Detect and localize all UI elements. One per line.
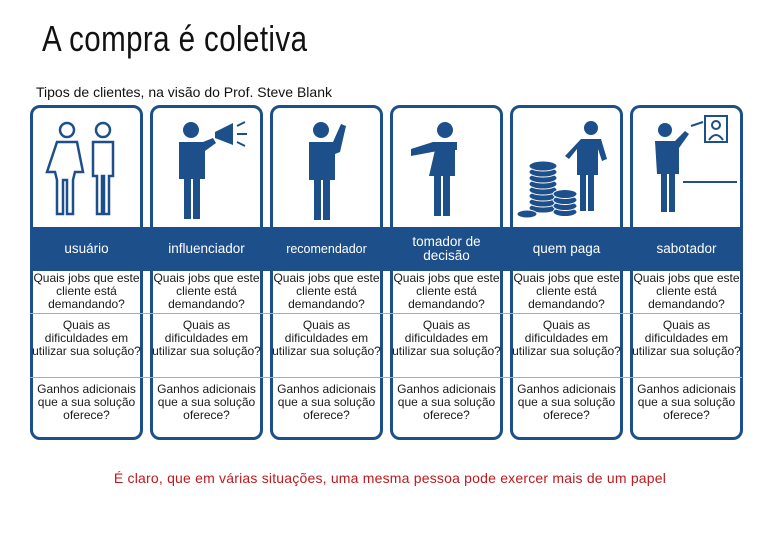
question-gains: Ganhos adicionais que a sua solução ofer… — [397, 382, 496, 422]
role-label: influenciador — [168, 241, 245, 256]
card-frame — [390, 105, 503, 440]
dart-thrower-icon — [633, 108, 740, 226]
coins-person-icon — [513, 108, 620, 226]
page-subtitle: Tipos de clientes, na visão do Prof. Ste… — [36, 84, 332, 100]
role-card-influenciador: Quais jobs que este cliente está demanda… — [150, 105, 263, 440]
role-label: tomador de decisão — [412, 234, 481, 263]
question-difficulties: Quais as dificuldades em utilizar sua so… — [152, 318, 261, 358]
pointing-up-person-icon — [273, 108, 380, 226]
pointing-person-icon — [393, 108, 500, 226]
role-card-sabotador: Quais jobs que este cliente está demanda… — [630, 105, 743, 440]
role-card-usuario: Quais jobs que este cliente está demanda… — [30, 105, 143, 440]
question-gains: Ganhos adicionais que a sua solução ofer… — [157, 382, 256, 422]
role-label: usuário — [64, 241, 109, 256]
question-jobs: Quais jobs que este cliente está demanda… — [393, 271, 500, 311]
card-frame — [510, 105, 623, 440]
card-frame — [30, 105, 143, 440]
role-card-recomendador: Quais jobs que este cliente está demanda… — [270, 105, 383, 440]
question-jobs: Quais jobs que este cliente está demanda… — [633, 271, 740, 311]
row-divider — [30, 313, 742, 314]
question-difficulties: Quais as dificuldades em utilizar sua so… — [512, 318, 621, 358]
question-difficulties: Quais as dificuldades em utilizar sua so… — [632, 318, 741, 358]
question-jobs: Quais jobs que este cliente está demanda… — [153, 271, 260, 311]
card-frame — [270, 105, 383, 440]
question-gains: Ganhos adicionais que a sua solução ofer… — [37, 382, 136, 422]
row-divider — [30, 377, 742, 378]
roles-grid: Quais jobs que este cliente está demanda… — [30, 105, 743, 440]
question-jobs: Quais jobs que este cliente está demanda… — [513, 271, 620, 311]
card-frame — [150, 105, 263, 440]
roles-band — [30, 227, 742, 271]
role-label: sabotador — [656, 241, 717, 256]
role-card-quem-paga: Quais jobs que este cliente está demanda… — [510, 105, 623, 440]
question-jobs: Quais jobs que este cliente está demanda… — [33, 271, 140, 311]
question-difficulties: Quais as dificuldades em utilizar sua so… — [32, 318, 141, 358]
role-label: quem paga — [532, 241, 601, 256]
page-title: A compra é coletiva — [42, 18, 308, 59]
couple-icon — [33, 108, 140, 226]
role-label: recomendador — [286, 242, 367, 256]
question-gains: Ganhos adicionais que a sua solução ofer… — [637, 382, 736, 422]
card-frame — [630, 105, 743, 440]
role-card-tomador: Quais jobs que este cliente está demanda… — [390, 105, 503, 440]
question-difficulties: Quais as dificuldades em utilizar sua so… — [392, 318, 501, 358]
footer-note: É claro, que em várias situações, uma me… — [113, 470, 667, 486]
question-difficulties: Quais as dificuldades em utilizar sua so… — [272, 318, 381, 358]
megaphone-person-icon — [153, 108, 260, 226]
question-gains: Ganhos adicionais que a sua solução ofer… — [517, 382, 616, 422]
question-jobs: Quais jobs que este cliente está demanda… — [273, 271, 380, 311]
question-gains: Ganhos adicionais que a sua solução ofer… — [277, 382, 376, 422]
